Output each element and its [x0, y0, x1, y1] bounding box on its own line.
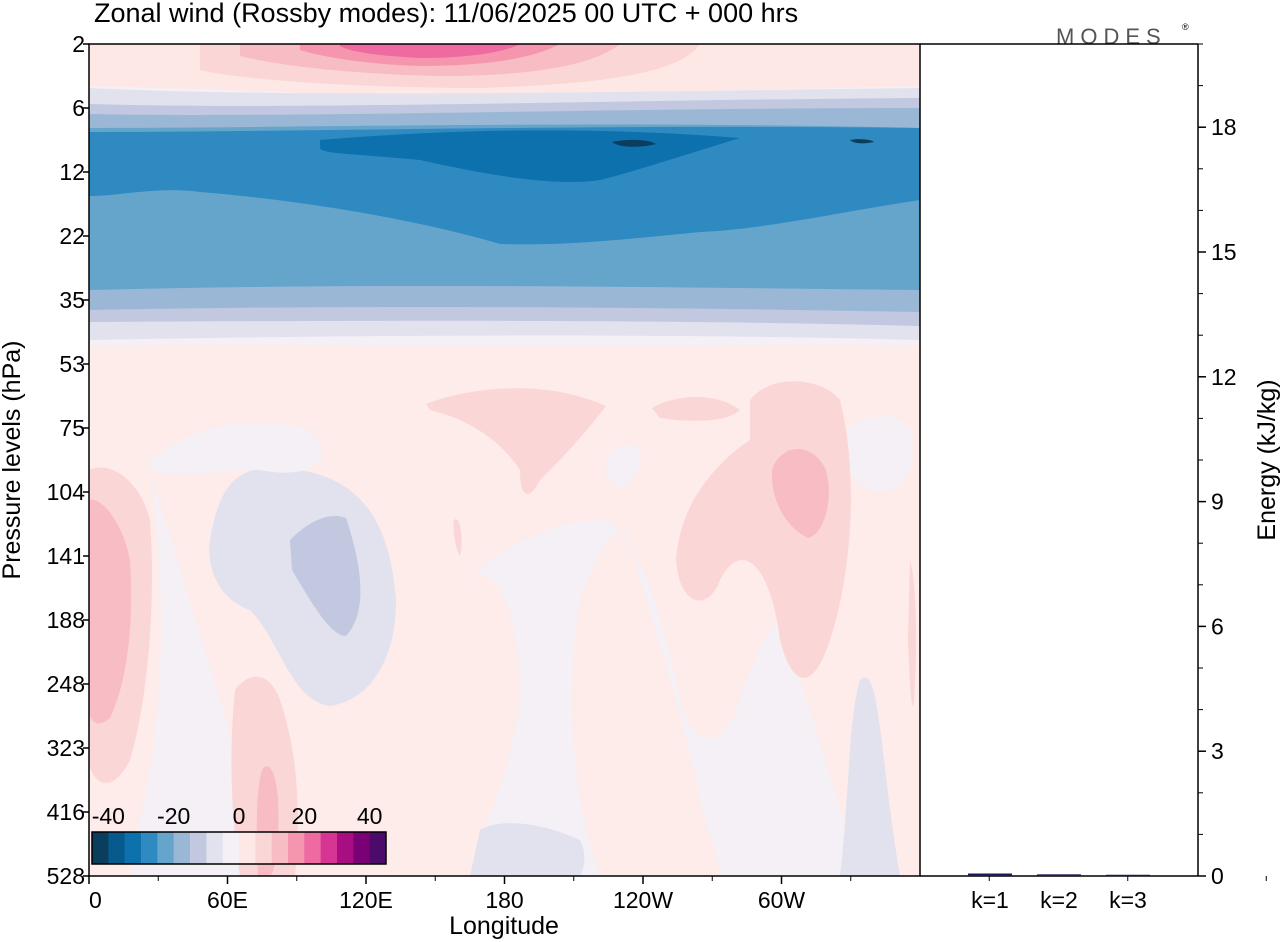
colorbar-swatch	[337, 832, 354, 864]
energy-tick-label: 6	[1211, 613, 1224, 639]
negative-band-5	[89, 126, 920, 245]
y-tick-label: 323	[47, 735, 85, 761]
colorbar-swatch	[369, 832, 387, 864]
colorbar-swatch	[271, 832, 289, 864]
x-tick-label: 60E	[207, 887, 248, 913]
colorbar-swatch	[124, 832, 142, 864]
pressure-axis: 2 6 12 22 35 53 75 104 141 188 248 323 416 528	[47, 31, 89, 889]
energy-tick-label: 0	[1211, 863, 1224, 889]
positive-patch-edge	[908, 560, 917, 707]
y-tick-label: 248	[47, 671, 85, 697]
colorbar-tick-label: 40	[357, 803, 383, 829]
y-tick-label: 35	[59, 287, 85, 313]
upper-positive-core-4	[340, 44, 520, 58]
wavenumber-label: k=2	[1040, 887, 1078, 913]
colorbar-tick-label: -20	[157, 803, 190, 829]
positive-patch-right-1	[652, 396, 740, 421]
colorbar-swatch	[141, 832, 158, 864]
energy-tick-label: 12	[1211, 364, 1237, 390]
colorbar-swatch	[190, 832, 207, 864]
colorbar-swatch	[173, 832, 191, 864]
negative-core-2	[850, 139, 874, 144]
negative-patch-bottom	[470, 823, 585, 876]
neutral-patch-right	[840, 416, 913, 492]
colorbar-swatch	[108, 832, 126, 864]
colorbar-swatch	[239, 832, 256, 864]
energy-axis: 0 3 6 9 12 15 18	[1198, 43, 1237, 889]
modes-logo: MODES	[1056, 24, 1167, 49]
colorbar-swatch	[222, 832, 240, 864]
energy-bars	[968, 873, 1150, 877]
longitude-axis: 0 60E 120E 180 120W 60W	[88, 876, 1267, 913]
colorbar-swatch	[255, 832, 273, 864]
energy-bar	[968, 873, 1012, 876]
y-tick-label: 53	[59, 351, 85, 377]
x-tick-label: 60W	[758, 887, 806, 913]
y-tick-label: 22	[59, 223, 85, 249]
wavenumber-label: k=3	[1109, 887, 1147, 913]
negative-patch-right	[840, 677, 900, 876]
x-axis-label: Longitude	[449, 912, 559, 940]
colorbar-swatch	[92, 832, 109, 864]
energy-axis-label: Energy (kJ/kg)	[1253, 379, 1280, 540]
positive-patch-left-2	[89, 499, 132, 724]
colorbar-swatch	[206, 832, 224, 864]
y-tick-label: 2	[72, 31, 85, 57]
registered-mark: ®	[1182, 22, 1189, 32]
negative-core	[612, 139, 656, 147]
positive-patch-center	[426, 388, 606, 494]
x-tick-label: 0	[89, 887, 102, 913]
colorbar-tick-label: -40	[92, 803, 125, 829]
colorbar-swatch	[304, 832, 322, 864]
y-tick-label: 141	[47, 543, 85, 569]
y-axis-label: Pressure levels (hPa)	[0, 341, 26, 580]
y-tick-label: 75	[59, 415, 85, 441]
chart-title: Zonal wind (Rossby modes): 11/06/2025 00…	[94, 0, 798, 28]
y-tick-label: 528	[47, 863, 85, 889]
y-tick-label: 416	[47, 799, 85, 825]
colorbar: -40 -20 0 20 40	[91, 803, 387, 865]
energy-bar	[1106, 874, 1150, 877]
colorbar-tick-label: 20	[292, 803, 318, 829]
x-tick-label: 180	[485, 887, 523, 913]
y-tick-label: 6	[72, 95, 85, 121]
wavenumber-label: k=1	[971, 887, 1009, 913]
y-tick-label: 104	[47, 479, 86, 505]
energy-tick-label: 18	[1211, 114, 1237, 140]
colorbar-tick-label: 0	[233, 803, 246, 829]
neutral-patch-1	[150, 422, 322, 475]
negative-patch-dark	[290, 516, 361, 636]
wavenumber-axis: k=1 k=2 k=3	[971, 887, 1147, 913]
energy-tick-label: 3	[1211, 738, 1224, 764]
x-tick-label: 120E	[339, 887, 393, 913]
energy-tick-label: 15	[1211, 239, 1237, 265]
colorbar-swatch	[320, 832, 338, 864]
neutral-patch-2	[130, 470, 250, 876]
colorbar-swatch	[288, 832, 305, 864]
positive-patch-small	[453, 519, 462, 556]
energy-bar	[1037, 874, 1081, 876]
energy-tick-label: 9	[1211, 489, 1224, 515]
colorbar-frame	[91, 831, 387, 865]
neutral-region-lower	[470, 520, 860, 876]
positive-patch-right-3	[771, 448, 829, 538]
y-tick-label: 188	[47, 607, 85, 633]
y-tick-label: 12	[59, 159, 85, 185]
neutral-patch-center	[604, 444, 641, 487]
x-tick-label: 120W	[613, 887, 673, 913]
colorbar-swatch	[353, 832, 371, 864]
colorbar-swatch	[157, 832, 175, 864]
energy-panel: 0 3 6 9 12 15 18 k=1 k=2 k=3	[920, 43, 1237, 913]
heatmap-panel: -40 -20 0 20 40	[88, 43, 921, 877]
